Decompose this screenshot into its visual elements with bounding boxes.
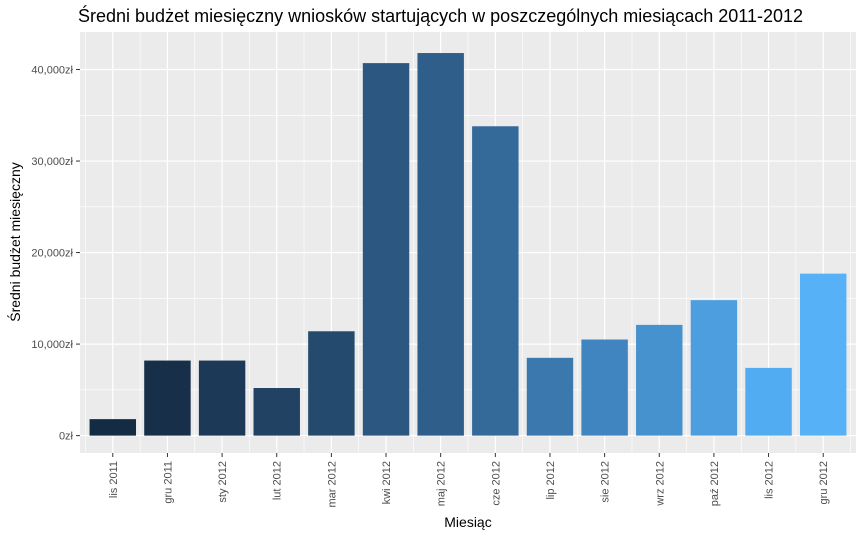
y-axis-title: Średni budżet miesięczny: [6, 162, 23, 322]
bar-lis-2012: [745, 367, 792, 436]
x-tick-label: paź 2012: [709, 461, 721, 506]
bar-maj-2012: [417, 53, 464, 436]
y-tick-label: 30,000zł: [31, 156, 73, 168]
chart-title: Średni budżet miesięczny wniosków startu…: [78, 5, 803, 26]
x-tick-label: kwi 2012: [381, 461, 393, 504]
x-axis-ticks: lis 2011 gru 2011 sty 2012 lut 2012 mar 2012…: [108, 453, 830, 507]
x-tick-label: sty 2012: [217, 461, 229, 503]
x-tick-label: wrz 2012: [654, 461, 666, 507]
bar-lis-2011: [89, 419, 137, 436]
x-tick-label: lut 2012: [272, 461, 284, 500]
bar-cze-2012: [472, 126, 519, 436]
x-tick-label: sie 2012: [600, 461, 612, 503]
bar-gru-2011: [144, 360, 191, 436]
x-tick-label: gru 2011: [162, 461, 174, 504]
x-tick-label: cze 2012: [490, 461, 502, 506]
y-tick-label: 20,000zł: [31, 248, 73, 260]
y-tick-label: 0zł: [59, 431, 74, 443]
x-tick-label: gru 2012: [818, 461, 830, 504]
bar-wrz-2012: [636, 324, 683, 436]
bar-kwi-2012: [362, 63, 410, 436]
bar-sie-2012: [581, 339, 628, 436]
y-tick-label: 40,000zł: [31, 65, 73, 77]
y-tick-label: 10,000zł: [31, 339, 73, 351]
x-axis-title: Miesiąc: [444, 514, 491, 530]
bar-lip-2012: [526, 357, 574, 436]
bar-paź-2012: [690, 300, 738, 436]
bars: [89, 53, 847, 436]
y-axis-ticks: 0zł 10,000zł 20,000zł 30,000zł 40,000zł: [31, 65, 80, 443]
x-tick-label: lis 2012: [764, 461, 776, 499]
x-tick-label: mar 2012: [326, 461, 338, 507]
minor-gridlines: [80, 32, 856, 453]
bar-lut-2012: [253, 388, 300, 436]
bar-gru-2012: [799, 273, 847, 436]
x-tick-label: lis 2011: [108, 461, 120, 498]
bar-sty-2012: [198, 360, 246, 436]
x-tick-label: lip 2012: [545, 461, 557, 500]
bar-mar-2012: [308, 331, 355, 436]
x-tick-label: maj 2012: [436, 461, 448, 506]
